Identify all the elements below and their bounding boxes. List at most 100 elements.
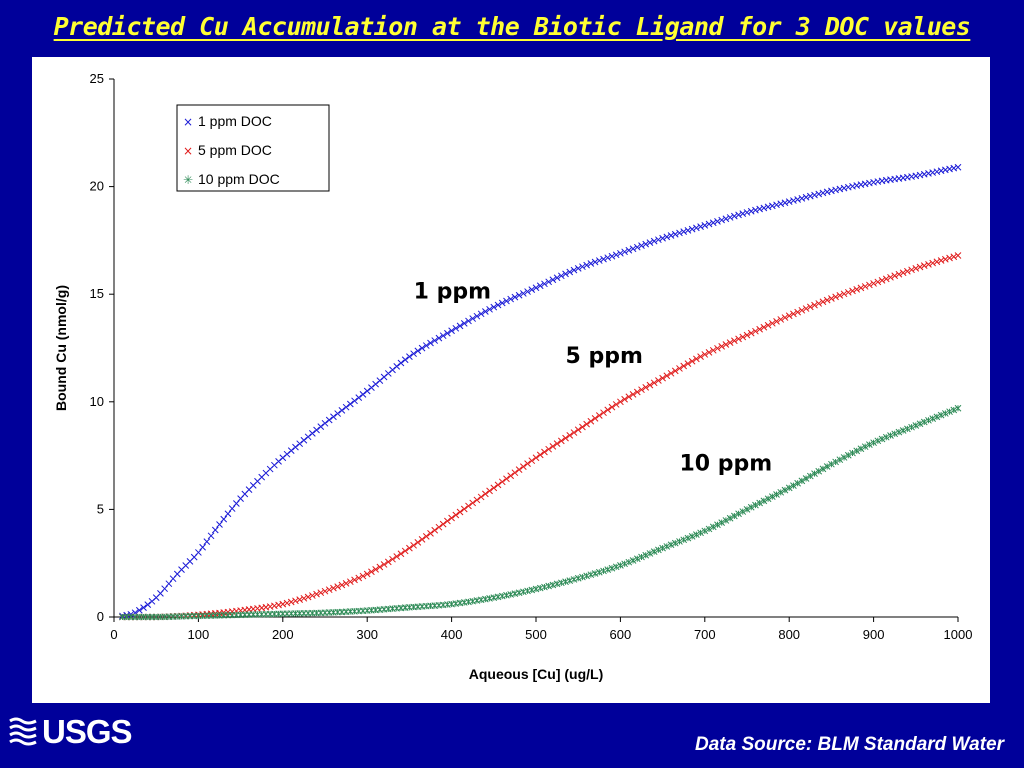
data-point [844,288,852,296]
data-point [920,170,928,178]
data-point [693,355,700,363]
data-point [583,572,590,580]
data-point [701,221,709,229]
data-point [203,538,211,545]
data-point [541,448,548,456]
data-point [604,254,612,262]
data-point [330,584,337,592]
data-point [790,197,797,204]
data-point [536,584,544,592]
data-point [406,353,413,360]
data-point [427,529,434,537]
data-point [519,290,527,297]
data-point [279,600,287,608]
data-point [515,291,523,299]
data-point [330,413,337,421]
data-point [768,493,776,500]
data-point [950,164,958,172]
data-point [473,312,481,320]
x-tick-label: 100 [188,627,210,642]
data-point [211,526,219,534]
data-point [621,560,628,568]
data-point [338,581,346,589]
data-point [296,440,304,448]
data-point [705,220,713,228]
data-point [549,276,557,284]
data-point [536,282,544,290]
data-point [891,430,899,438]
x-tick-label: 1000 [944,627,973,642]
data-point [566,577,574,584]
data-point [511,469,519,477]
data-point [456,508,464,516]
data-point [866,441,873,449]
x-tick-label: 0 [110,627,117,642]
data-point [680,228,688,236]
data-point [895,428,903,436]
data-point [857,284,865,292]
data-point [368,384,375,391]
annotations: 1 ppm 5 ppm 10 ppm [414,280,773,477]
data-point [697,353,704,361]
data-point [764,321,772,329]
data-point [714,344,721,352]
data-point [536,451,544,459]
data-point [705,525,713,533]
data-point [562,434,569,442]
data-point [439,332,447,340]
data-point [899,269,907,277]
data-point [494,481,502,489]
data-point [722,341,730,348]
y-axis-title: Bound Cu (nmol/g) [53,285,69,411]
data-point [617,398,624,406]
data-point [730,212,738,220]
data-point [195,549,202,556]
data-point [773,201,780,209]
data-point [870,280,877,287]
data-point [629,391,637,398]
data-point [346,578,354,586]
x-axis-title: Aqueous [Cu] (ug/L) [469,666,604,682]
data-point [363,570,371,578]
data-point [794,308,801,316]
data-point [806,303,814,311]
data-point [460,505,468,513]
data-point [946,165,953,173]
data-point [743,209,751,216]
data-point [684,227,692,234]
data-point [608,564,616,572]
data-point [557,579,565,587]
data-point [494,593,502,601]
data-point [933,413,941,421]
data-point [752,206,759,214]
data-point [705,348,713,356]
data-point [321,587,329,595]
data-point [811,301,818,309]
data-point [346,400,354,408]
data-point [756,205,764,213]
data-point [950,406,958,414]
data-point [287,598,295,606]
data-point [507,591,515,598]
usgs-wave-icon [9,717,37,746]
data-point [688,225,696,233]
data-point [165,580,173,588]
chart-panel: 0 5 10 15 20 25 0 100 200 300 400 500 600 700 800 900 1… [32,57,990,703]
data-point [844,183,852,191]
data-point [600,255,607,263]
data-point [676,229,683,237]
data-point [756,325,764,333]
x-tick-label: 500 [525,627,547,642]
data-point [937,411,945,419]
data-point [920,418,928,426]
data-point [912,422,920,429]
data-point [743,331,751,339]
data-point [351,576,358,584]
data-point [773,491,780,498]
data-point [359,390,367,398]
data-point [671,367,679,375]
data-point [393,553,401,560]
data-point [570,429,578,436]
data-point [604,566,612,573]
x-tick-label: 700 [694,627,716,642]
